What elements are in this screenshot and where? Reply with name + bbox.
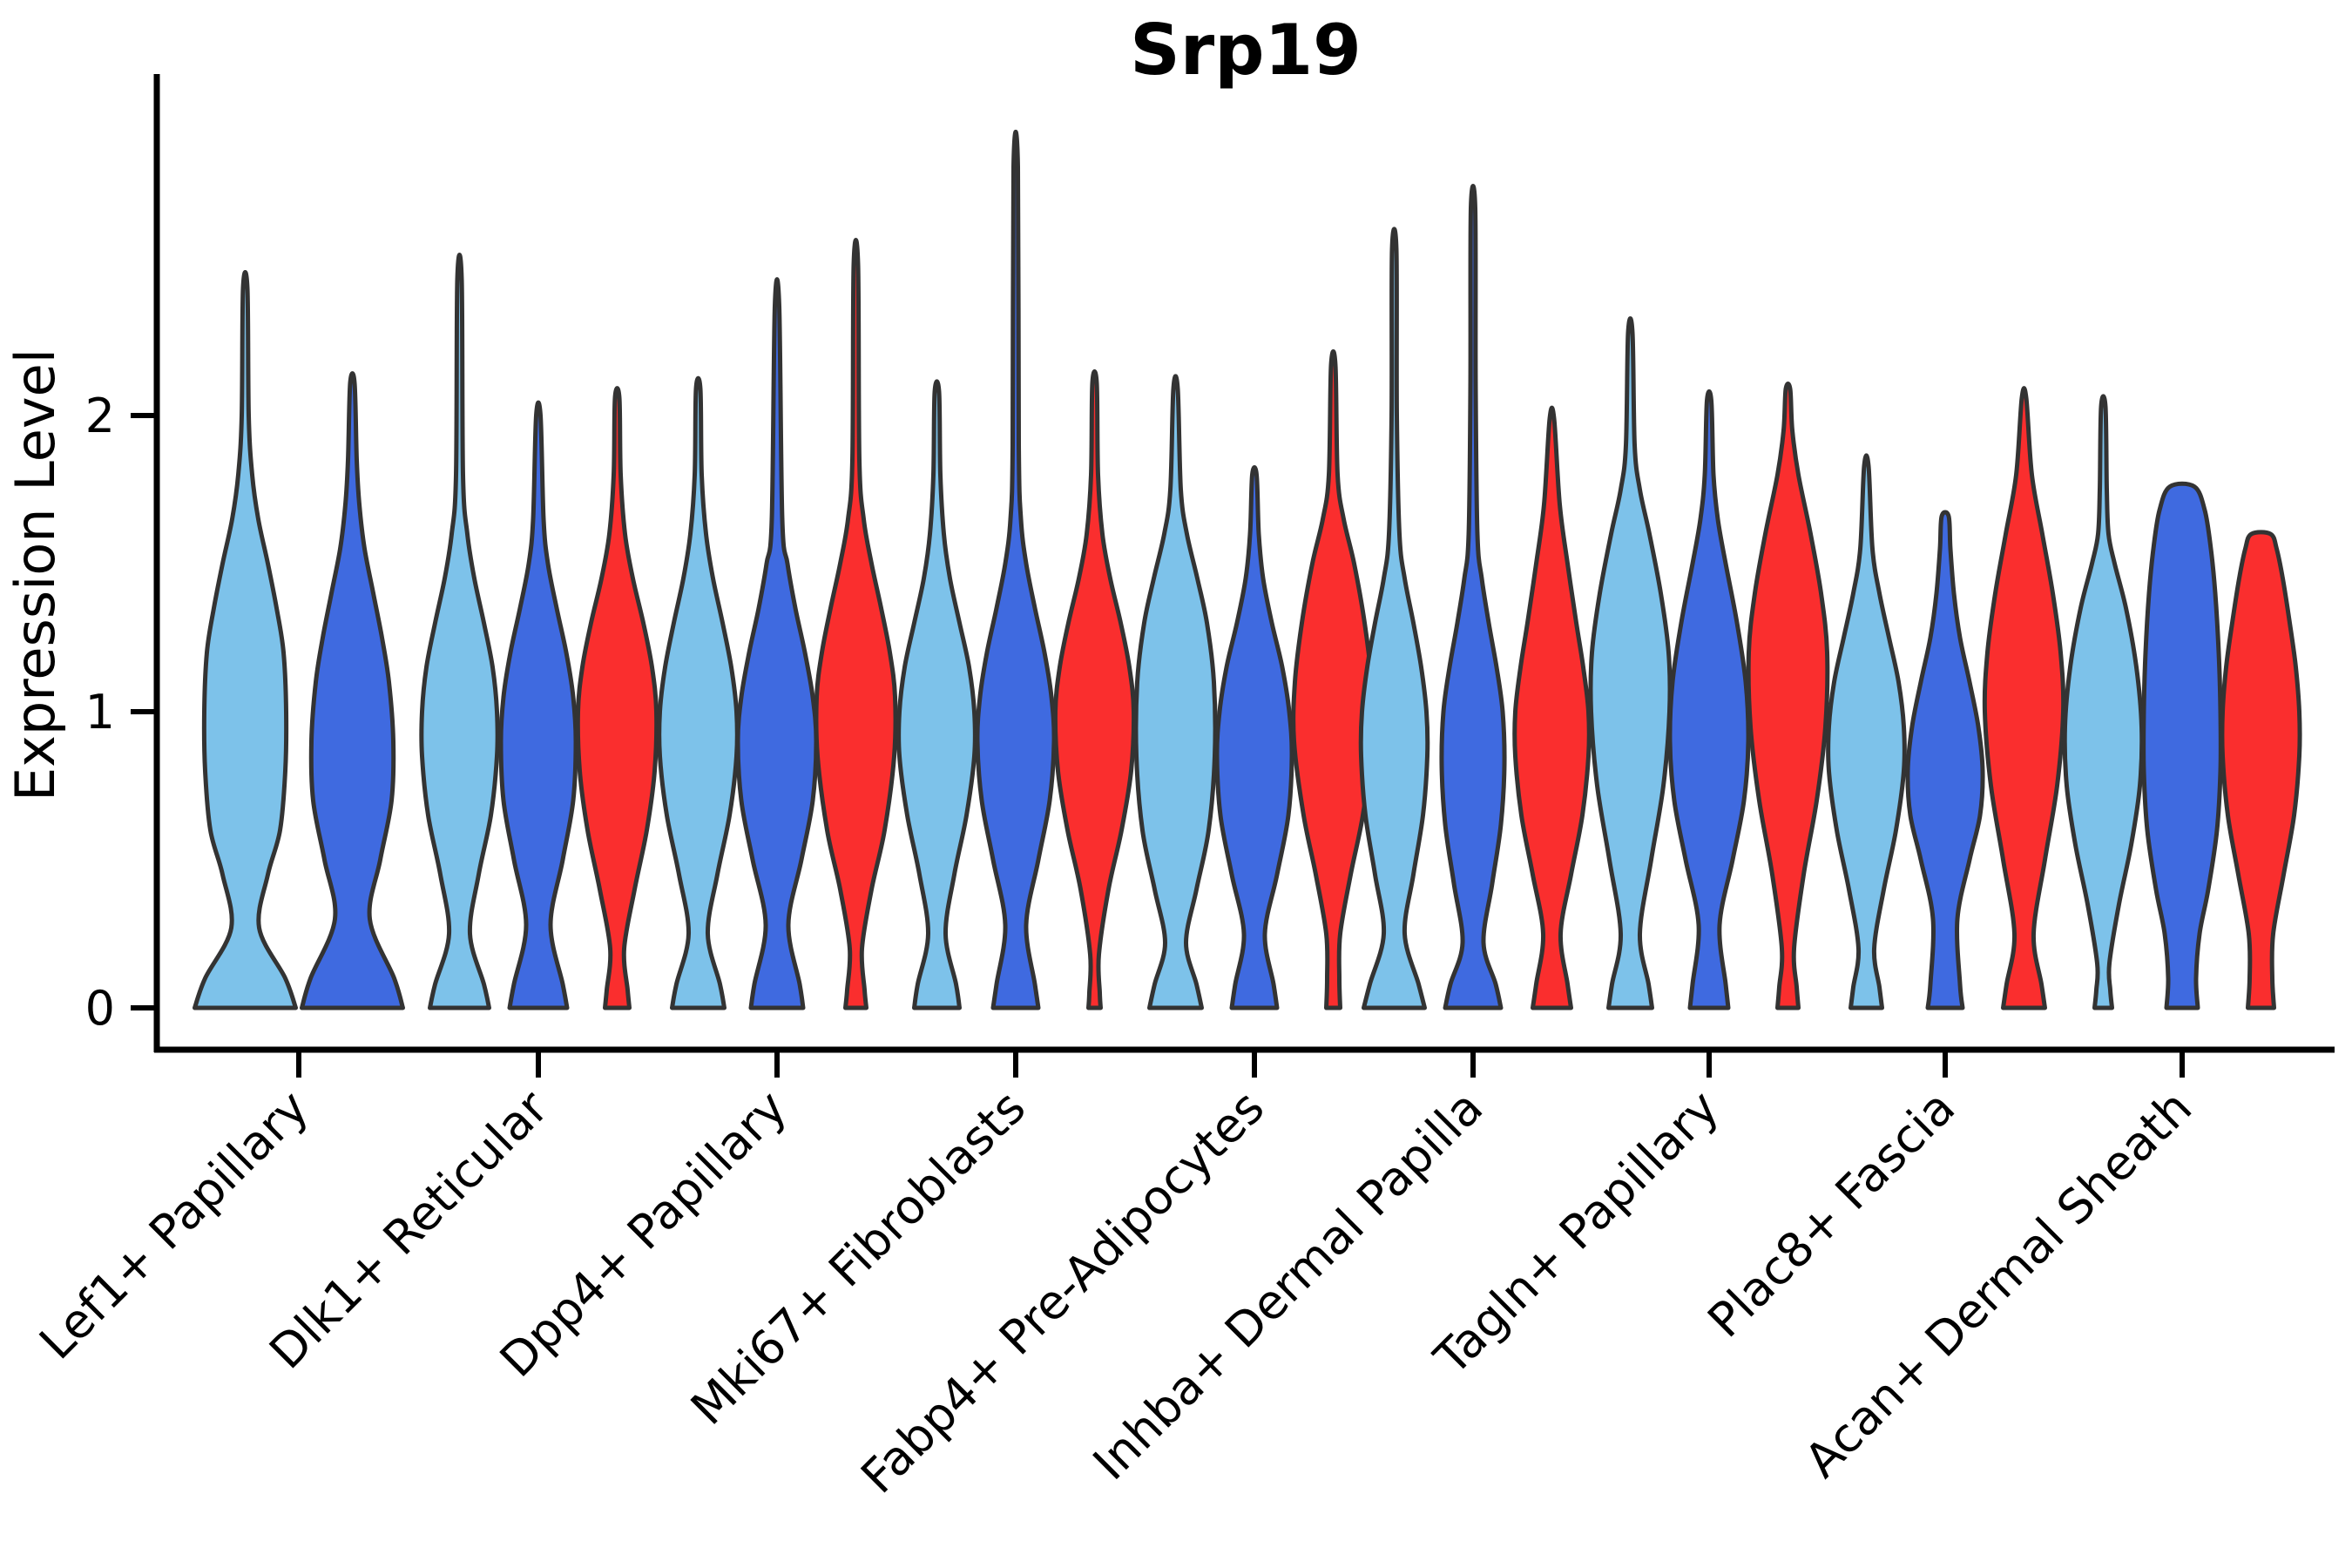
violin-fabp4+-dark_blue — [1214, 465, 1294, 1010]
violin-dpp4+-dark_blue — [735, 277, 819, 1010]
violin-fabp4+-red — [1291, 348, 1375, 1010]
violin-acan+-dark_blue — [2141, 481, 2223, 1010]
violin-plac8+-dark_blue — [1905, 510, 1985, 1010]
violin-lef1+-dark_blue — [300, 371, 405, 1010]
violin-fabp4+-light_blue — [1133, 374, 1218, 1010]
x-tick-label: Acan+ Dermal Sheath — [1794, 1080, 2202, 1488]
violin-acan+-red — [2220, 530, 2302, 1010]
violin-plac8+-light_blue — [1826, 453, 1907, 1010]
violin-dpp4+-light_blue — [657, 375, 740, 1010]
violin-dlk1+-dark_blue — [498, 400, 578, 1010]
violin-dlk1+-light_blue — [419, 253, 500, 1010]
violin-lef1+-light_blue — [193, 270, 298, 1010]
x-tick-label: Inhba+ Dermal Papilla — [1083, 1080, 1493, 1490]
violin-inhba+-light_blue — [1358, 226, 1430, 1010]
x-tick-label: Fabp4+ Pre-Adipocytes — [850, 1080, 1274, 1504]
y-axis-label: Expression Level — [3, 348, 67, 801]
violin-dlk1+-red — [575, 386, 659, 1010]
chart-title: Srp19 — [1130, 10, 1362, 91]
violin-inhba+-dark_blue — [1439, 184, 1507, 1010]
axes — [131, 74, 2335, 1078]
violin-inhba+-red — [1512, 405, 1592, 1010]
violin-tagln+-dark_blue — [1667, 389, 1751, 1010]
violin-dpp4+-red — [814, 238, 898, 1010]
violin-acan+-light_blue — [2062, 394, 2145, 1010]
violin-mki67+-dark_blue — [975, 130, 1057, 1010]
x-tick-label: Plac8+ Fascia — [1697, 1080, 1965, 1348]
violin-series-group — [193, 130, 2302, 1010]
violin-tagln+-red — [1746, 381, 1830, 1010]
violin-mki67+-light_blue — [896, 379, 977, 1010]
y-tick-label: 1 — [85, 685, 115, 740]
violin-plac8+-red — [1982, 386, 2066, 1010]
y-tick-label: 0 — [85, 981, 115, 1036]
y-tick-label: 2 — [85, 389, 115, 443]
violin-mki67+-red — [1052, 368, 1137, 1010]
violin-tagln+-light_blue — [1588, 316, 1673, 1010]
y-tick-labels: 0 1 2 — [85, 389, 115, 1036]
